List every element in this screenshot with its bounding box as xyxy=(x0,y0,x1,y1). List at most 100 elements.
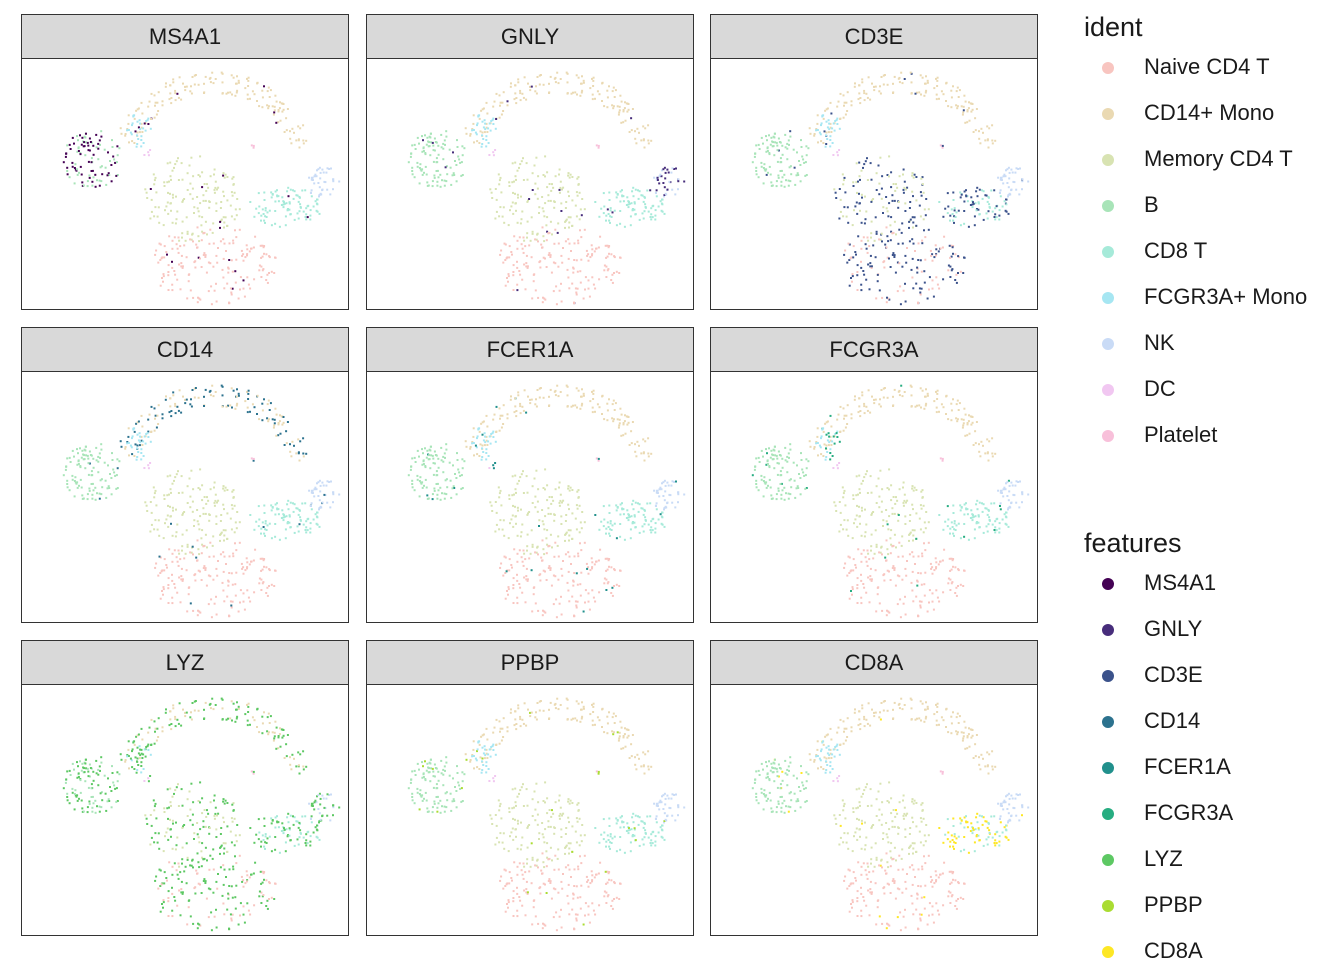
scatter-point xyxy=(993,189,995,191)
scatter-point xyxy=(411,457,413,459)
scatter-point xyxy=(484,131,486,133)
scatter-point xyxy=(838,414,840,416)
scatter-point xyxy=(163,569,165,571)
scatter-point xyxy=(561,189,563,191)
scatter-point xyxy=(260,589,262,591)
scatter-point xyxy=(991,453,993,455)
scatter-point xyxy=(858,475,860,477)
scatter-point xyxy=(940,144,942,146)
scatter-point xyxy=(890,579,892,581)
scatter-point xyxy=(567,269,569,271)
scatter-point xyxy=(73,769,75,771)
scatter-point xyxy=(85,759,87,761)
scatter-point xyxy=(417,479,419,481)
scatter-point xyxy=(412,486,414,488)
scatter-point xyxy=(532,233,534,235)
scatter-point xyxy=(508,537,510,539)
scatter-point xyxy=(568,600,570,602)
scatter-point xyxy=(603,582,605,584)
scatter-point xyxy=(186,569,188,571)
scatter-point xyxy=(616,196,618,198)
scatter-point xyxy=(619,106,621,108)
scatter-point xyxy=(515,515,517,517)
scatter-point xyxy=(125,759,127,761)
scatter-point xyxy=(167,505,169,507)
scatter-point xyxy=(506,590,508,592)
scatter-point xyxy=(491,197,493,199)
scatter-point xyxy=(203,396,205,398)
scatter-point xyxy=(175,222,177,224)
scatter-point xyxy=(607,581,609,583)
scatter-point xyxy=(267,211,269,213)
scatter-point xyxy=(523,492,525,494)
scatter-point xyxy=(500,191,502,193)
scatter-point xyxy=(205,567,207,569)
scatter-point xyxy=(494,531,496,533)
scatter-point xyxy=(461,458,463,460)
scatter-point xyxy=(199,488,201,490)
scatter-point xyxy=(115,801,117,803)
scatter-point xyxy=(531,610,533,612)
scatter-point xyxy=(871,534,873,536)
scatter-point xyxy=(281,737,283,739)
scatter-point xyxy=(869,601,871,603)
scatter-point xyxy=(263,398,265,400)
scatter-point xyxy=(943,93,945,95)
scatter-point xyxy=(285,224,287,226)
scatter-point xyxy=(510,395,512,397)
scatter-point xyxy=(621,101,623,103)
scatter-point xyxy=(440,134,442,136)
scatter-point xyxy=(564,534,566,536)
scatter-point xyxy=(422,452,424,454)
scatter-point xyxy=(93,489,95,491)
scatter-point xyxy=(156,740,158,742)
scatter-point xyxy=(827,421,829,423)
scatter-point xyxy=(936,393,938,395)
scatter-point xyxy=(800,493,802,495)
scatter-point xyxy=(580,595,582,597)
scatter-point xyxy=(761,479,763,481)
scatter-point xyxy=(580,549,582,551)
scatter-point xyxy=(860,561,862,563)
scatter-point xyxy=(184,712,186,714)
scatter-point xyxy=(870,255,872,257)
scatter-point xyxy=(640,507,642,509)
scatter-point xyxy=(108,798,110,800)
scatter-point xyxy=(249,563,251,565)
scatter-point xyxy=(854,518,856,520)
scatter-point xyxy=(540,244,542,246)
scatter-point xyxy=(607,409,609,411)
scatter-point xyxy=(549,569,551,571)
scatter-point xyxy=(196,509,198,511)
scatter-point xyxy=(930,563,932,565)
scatter-point xyxy=(171,597,173,599)
scatter-point xyxy=(78,798,80,800)
scatter-point xyxy=(78,485,80,487)
scatter-point xyxy=(156,415,158,417)
scatter-point xyxy=(175,725,177,727)
scatter-point xyxy=(423,463,425,465)
scatter-point xyxy=(963,523,965,525)
scatter-point xyxy=(604,265,606,267)
scatter-point xyxy=(154,492,156,494)
scatter-point xyxy=(486,102,488,104)
scatter-point xyxy=(580,236,582,238)
scatter-point xyxy=(948,265,950,267)
scatter-point xyxy=(523,550,525,552)
scatter-point xyxy=(220,207,222,209)
scatter-point xyxy=(274,419,276,421)
scatter-point xyxy=(972,422,974,424)
scatter-point xyxy=(558,243,560,245)
scatter-point xyxy=(780,498,782,500)
scatter-point xyxy=(182,492,184,494)
scatter-point xyxy=(132,748,134,750)
scatter-point xyxy=(178,577,180,579)
scatter-point xyxy=(854,86,856,88)
scatter-point xyxy=(499,519,501,521)
scatter-point xyxy=(66,167,68,169)
scatter-point xyxy=(486,131,488,133)
scatter-point xyxy=(90,454,92,456)
scatter-point xyxy=(284,131,286,133)
scatter-point xyxy=(861,222,863,224)
scatter-point xyxy=(84,467,86,469)
